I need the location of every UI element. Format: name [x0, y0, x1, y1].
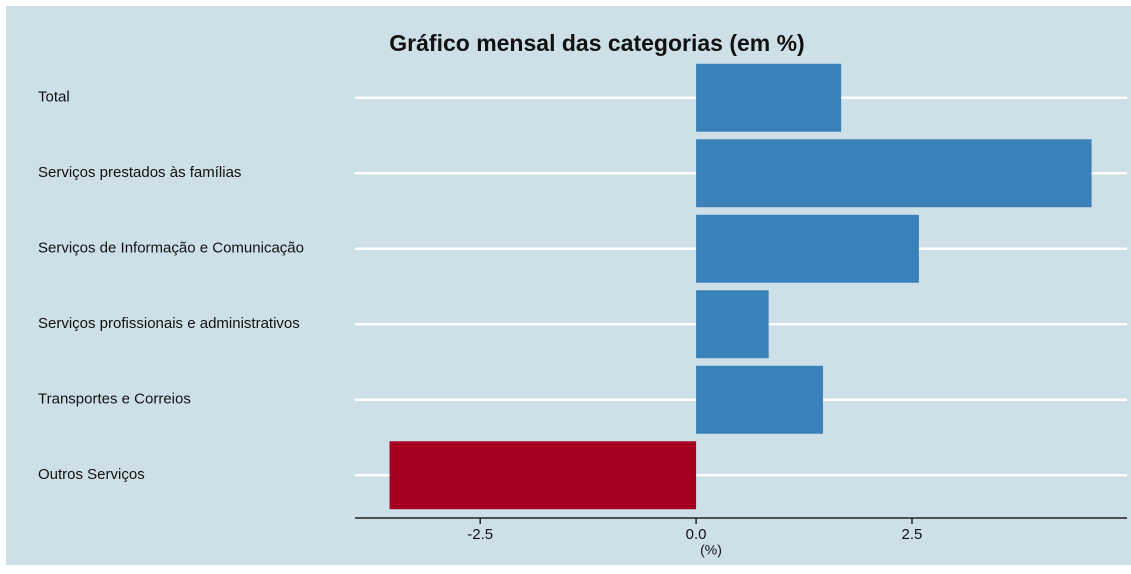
y-tick-label: Outros Serviços [38, 466, 145, 483]
y-tick-label: Serviços prestados às famílias [38, 164, 241, 181]
bar [696, 365, 824, 434]
y-tick-label: Total [38, 89, 70, 106]
bar [696, 290, 769, 359]
y-tick-label: Transportes e Correios [38, 391, 191, 408]
x-axis-label: (%) [700, 542, 722, 558]
bar [696, 63, 842, 132]
chart-title: Gráfico mensal das categorias (em %) [389, 30, 804, 56]
y-tick-label: Serviços profissionais e administrativos [38, 315, 300, 332]
x-tick-label: -2.5 [467, 526, 493, 543]
y-tick-label: Serviços de Informação e Comunicação [38, 240, 304, 257]
bar [389, 441, 697, 510]
bar [696, 139, 1092, 208]
bar [696, 214, 919, 283]
x-tick-label: 0.0 [686, 526, 707, 543]
x-tick-label: 2.5 [902, 526, 923, 543]
